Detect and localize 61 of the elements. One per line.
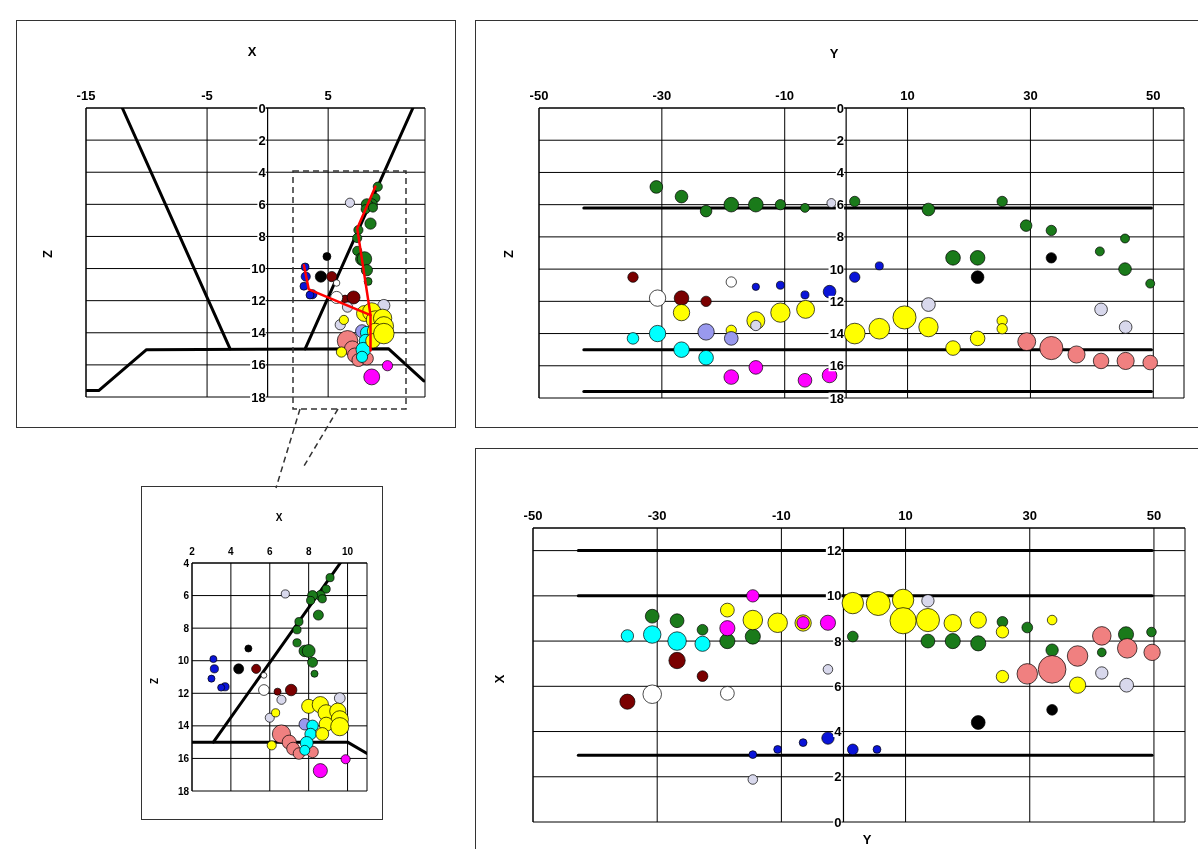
x-tick-label: -50 (529, 88, 549, 103)
y-tick-label: 18 (251, 389, 266, 405)
y-axis-title: Z (500, 250, 516, 258)
x-tick-label: -50 (523, 508, 543, 523)
x-tick-label: 50 (1146, 88, 1161, 103)
y-tick-label: 14 (177, 720, 190, 732)
x-tick-label: 8 (305, 546, 312, 557)
y-tick-label: 2 (836, 132, 845, 148)
x-tick-label: 10 (898, 508, 913, 523)
y-tick-label: 10 (829, 261, 845, 277)
y-tick-label: 2 (258, 132, 266, 148)
x-tick-label: 10 (341, 546, 354, 557)
x-tick-label: -10 (771, 508, 791, 523)
y-tick-label: 18 (177, 785, 190, 797)
y-tick-label: 4 (836, 164, 845, 180)
y-tick-label: 0 (258, 100, 266, 116)
y-tick-label: 8 (258, 228, 266, 244)
x-tick-label: 30 (1022, 508, 1037, 523)
x-tick-label: -30 (647, 508, 667, 523)
x-tick-label: 5 (324, 88, 332, 103)
y-tick-label: 12 (251, 293, 266, 309)
y-tick-label: 0 (834, 814, 842, 830)
x-tick-label: 30 (1023, 88, 1038, 103)
y-tick-label: 10 (177, 655, 190, 667)
y-tick-label: 6 (258, 196, 266, 212)
y-tick-label: 16 (829, 358, 845, 374)
x-axis-title: X (275, 511, 283, 523)
x-tick-label: -5 (201, 88, 213, 103)
x-tick-label: 50 (1146, 508, 1162, 523)
y-tick-label: 4 (834, 724, 843, 740)
y-tick-label: 10 (826, 588, 842, 604)
y-tick-label: 14 (251, 325, 267, 341)
x-axis-title: X (247, 43, 257, 59)
y-tick-label: 2 (834, 769, 842, 785)
x-tick-label: -30 (652, 88, 672, 103)
y-tick-label: 18 (829, 390, 845, 406)
y-tick-label: 8 (834, 633, 842, 649)
y-axis-title: X (491, 674, 507, 684)
x-tick-label: -10 (775, 88, 795, 103)
x-tick-label: -15 (76, 88, 96, 103)
y-axis-title: Z (39, 250, 55, 258)
y-tick-label: 12 (826, 543, 842, 559)
y-axis-title: Z (148, 677, 160, 685)
y-tick-label: 8 (183, 622, 190, 634)
y-tick-label: 16 (177, 752, 190, 764)
x-tick-label: 4 (228, 546, 235, 557)
x-axis-title: Y (829, 45, 839, 61)
y-tick-label: 10 (251, 261, 266, 277)
y-tick-label: 4 (258, 164, 267, 180)
y-tick-label: 6 (183, 590, 190, 602)
x-axis-title: Y (862, 831, 872, 847)
y-tick-label: 12 (829, 293, 845, 309)
x-tick-label: 10 (900, 88, 915, 103)
y-tick-label: 4 (183, 557, 190, 569)
y-tick-label: 8 (836, 229, 845, 245)
y-tick-label: 6 (836, 197, 845, 213)
y-tick-label: 14 (829, 326, 845, 342)
y-tick-label: 16 (251, 357, 266, 373)
y-tick-label: 0 (836, 100, 845, 116)
y-tick-label: 6 (834, 678, 842, 694)
y-tick-label: 12 (177, 687, 190, 699)
